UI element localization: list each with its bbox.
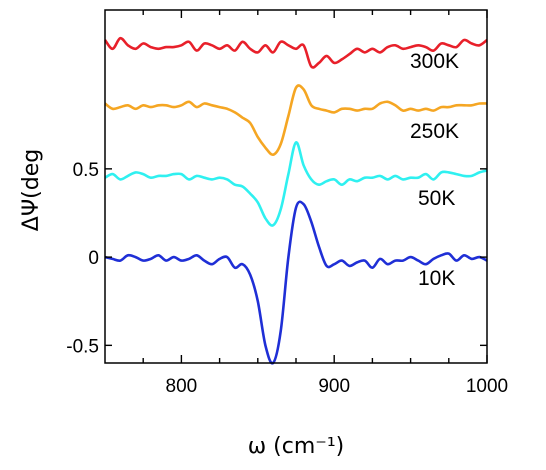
- series-label-300k: 300K: [410, 50, 459, 73]
- x-tick-label: 800: [166, 376, 198, 397]
- x-axis-title: ω (cm⁻¹): [248, 434, 345, 459]
- series-label-50k: 50K: [418, 187, 455, 210]
- y-axis-title: ΔΨ(deg: [19, 149, 44, 231]
- series-line-10k: [104, 200, 488, 365]
- series-label-10k: 10K: [418, 267, 455, 290]
- y-tick-label: 0: [88, 248, 99, 269]
- series-line-50k: [104, 141, 488, 227]
- series-line-300k: [103, 36, 488, 69]
- ticks-layer: [105, 10, 488, 363]
- series-label-250k: 250K: [410, 120, 459, 143]
- x-tick-label: 900: [318, 376, 350, 397]
- tick-labels-layer: 800 900 1000 -0.5 0 0.5: [66, 160, 508, 397]
- x-tick-label: 1000: [466, 376, 508, 397]
- y-tick-label: -0.5: [66, 336, 99, 357]
- series-line-250k: [104, 84, 488, 157]
- series-layer: [103, 36, 488, 365]
- y-tick-label: 0.5: [73, 160, 99, 181]
